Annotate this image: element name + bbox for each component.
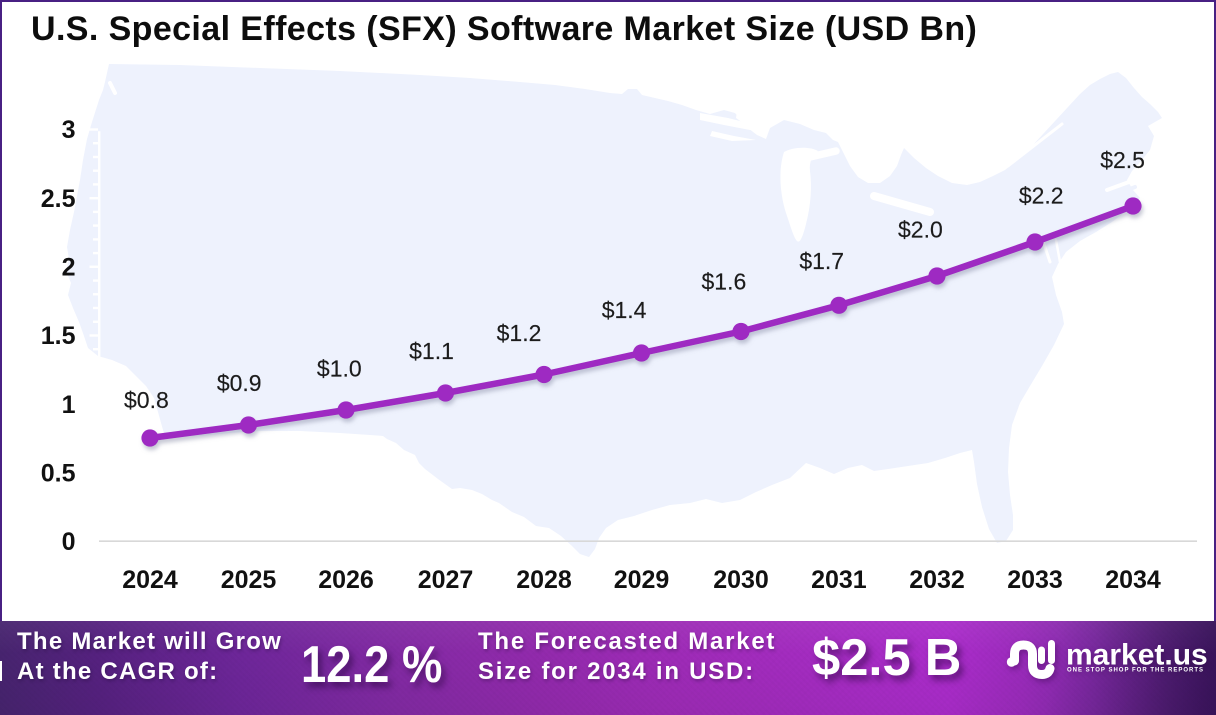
svg-text:2030: 2030: [713, 566, 769, 594]
svg-text:$1.2: $1.2: [497, 320, 542, 346]
svg-text:2028: 2028: [516, 566, 572, 594]
svg-text:2: 2: [62, 254, 76, 282]
svg-text:$2.0: $2.0: [898, 217, 943, 243]
svg-text:2034: 2034: [1105, 566, 1161, 594]
svg-text:2025: 2025: [221, 566, 277, 594]
svg-text:ONE STOP SHOP FOR THE REPORTS: ONE STOP SHOP FOR THE REPORTS: [1067, 667, 1204, 673]
svg-text:$2.2: $2.2: [1019, 183, 1064, 209]
svg-text:2029: 2029: [614, 566, 670, 594]
svg-text:0: 0: [62, 528, 76, 556]
svg-text:3: 3: [62, 116, 76, 144]
svg-text:2027: 2027: [418, 566, 474, 594]
svg-text:$1.0: $1.0: [317, 356, 362, 382]
svg-text:2024: 2024: [122, 566, 178, 594]
svg-text:$0.9: $0.9: [217, 370, 262, 396]
svg-text:$1.4: $1.4: [602, 297, 647, 323]
svg-text:2031: 2031: [811, 566, 867, 594]
svg-text:market.us: market.us: [1066, 639, 1208, 672]
svg-text:2026: 2026: [318, 566, 374, 594]
svg-text:0.5: 0.5: [41, 460, 76, 488]
svg-text:2033: 2033: [1007, 566, 1063, 594]
svg-text:1: 1: [62, 391, 76, 419]
svg-text:2.5: 2.5: [41, 185, 76, 213]
svg-text:$2.5: $2.5: [1100, 147, 1145, 173]
svg-text:$1.6: $1.6: [702, 268, 747, 294]
svg-text:$1.1: $1.1: [409, 338, 454, 364]
svg-text:$0.8: $0.8: [124, 387, 169, 413]
svg-text:2032: 2032: [909, 566, 965, 594]
svg-text:$1.7: $1.7: [799, 248, 844, 274]
svg-text:1.5: 1.5: [41, 322, 76, 350]
